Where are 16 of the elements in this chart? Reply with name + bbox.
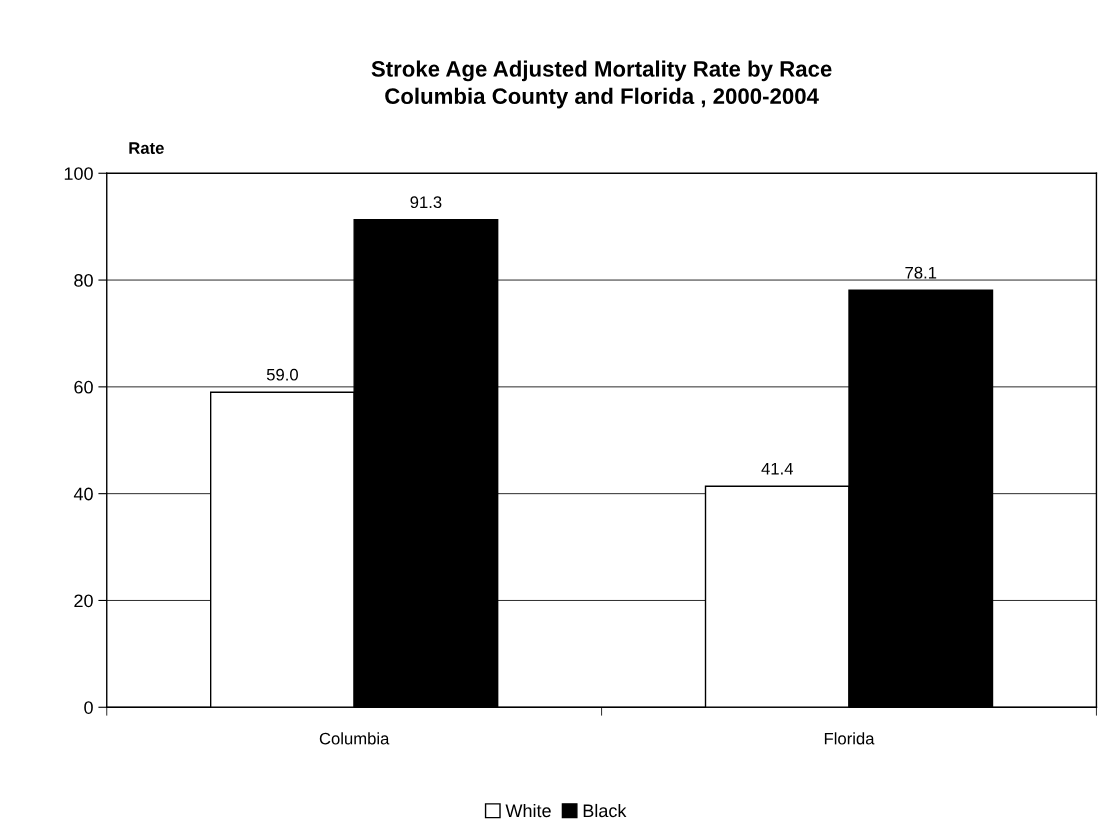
y-tick-label: 80 (74, 273, 93, 287)
data-label: 41.4 (761, 462, 793, 475)
legend-label: Black (583, 803, 627, 818)
y-tick-label: 100 (64, 167, 93, 180)
data-label: 59.0 (266, 368, 298, 381)
y-tick-label: 40 (73, 487, 93, 501)
y-axis-title: Rate (129, 142, 164, 154)
chart-title: Stroke Age Adjusted Mortality Rate by Race Columbia County and Florida , 2000-2004 (371, 60, 832, 109)
data-label: 78.1 (905, 266, 937, 279)
legend-label: White (505, 803, 551, 818)
x-tick-label: Columbia (319, 732, 390, 745)
y-tick-label: 60 (74, 380, 93, 394)
x-tick-label: Florida (824, 732, 875, 745)
y-tick-label: 0 (84, 701, 93, 714)
y-tick-label: 20 (74, 594, 93, 608)
data-label: 91.3 (410, 196, 442, 209)
